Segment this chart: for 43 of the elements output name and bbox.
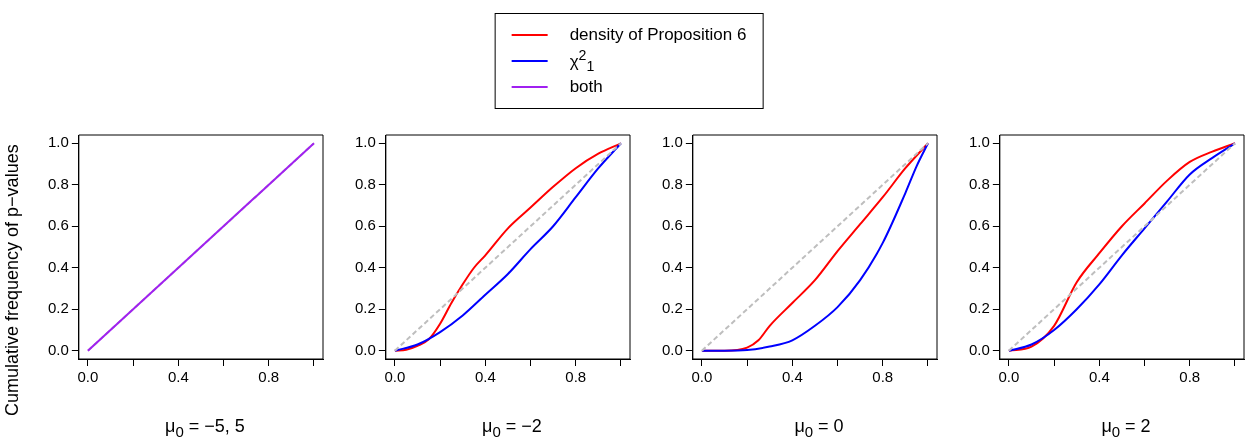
x-tick-label: 0.8 — [1179, 368, 1201, 386]
y-tick-label: 0.2 — [661, 299, 683, 317]
x-axis-title: μ$_{0}$ = −2 — [481, 416, 543, 440]
y-tick-label: 0.2 — [354, 299, 376, 317]
x-tick-label: 0.4 — [1088, 368, 1110, 386]
y-tick-label: 0.4 — [354, 257, 376, 275]
x-tick-label: 0.4 — [167, 368, 189, 386]
y-tick-label: 1.0 — [968, 133, 990, 151]
y-tick-label: 0.6 — [968, 216, 990, 234]
y-tick-label: 0.2 — [968, 299, 990, 317]
y-tick-label: 0.4 — [661, 257, 683, 275]
x-axis-title: μ$_{0}$ = 0 — [793, 416, 845, 440]
y-tick-label: 0.4 — [968, 257, 990, 275]
y-tick-label: 1.0 — [47, 133, 69, 151]
y-tick-label: 0.0 — [47, 340, 69, 358]
y-tick-label: 0.8 — [354, 174, 376, 192]
y-tick-label: 0.0 — [661, 340, 683, 358]
x-tick-label: 0.8 — [258, 368, 280, 386]
x-tick-label: 0.0 — [691, 368, 713, 386]
y-tick-label: 0.8 — [47, 174, 69, 192]
legend-label: density of Proposition 6 — [569, 25, 747, 45]
legend-label: both — [569, 77, 603, 97]
x-tick-label: 0.0 — [998, 368, 1020, 386]
x-tick-label: 0.0 — [77, 368, 99, 386]
y-tick-label: 0.8 — [661, 174, 683, 192]
x-tick-label: 0.0 — [384, 368, 406, 386]
x-tick-label: 0.4 — [474, 368, 496, 386]
y-tick-label: 1.0 — [354, 133, 376, 151]
y-tick-label: 0.0 — [354, 340, 376, 358]
y-axis-title: Cumulative frequency of p−values — [2, 143, 23, 418]
y-tick-label: 0.6 — [354, 216, 376, 234]
x-axis-title: μ$_{0}$ = 2 — [1100, 416, 1152, 440]
y-tick-label: 0.0 — [968, 340, 990, 358]
y-tick-label: 0.4 — [47, 257, 69, 275]
y-tick-label: 1.0 — [661, 133, 683, 151]
x-tick-label: 0.4 — [781, 368, 803, 386]
x-tick-label: 0.8 — [565, 368, 587, 386]
y-tick-label: 0.6 — [47, 216, 69, 234]
x-tick-label: 0.8 — [872, 368, 894, 386]
y-tick-label: 0.2 — [47, 299, 69, 317]
y-tick-label: 0.6 — [661, 216, 683, 234]
y-tick-label: 0.8 — [968, 174, 990, 192]
x-axis-title: μ$_{0}$ = −5, 5 — [164, 416, 246, 440]
